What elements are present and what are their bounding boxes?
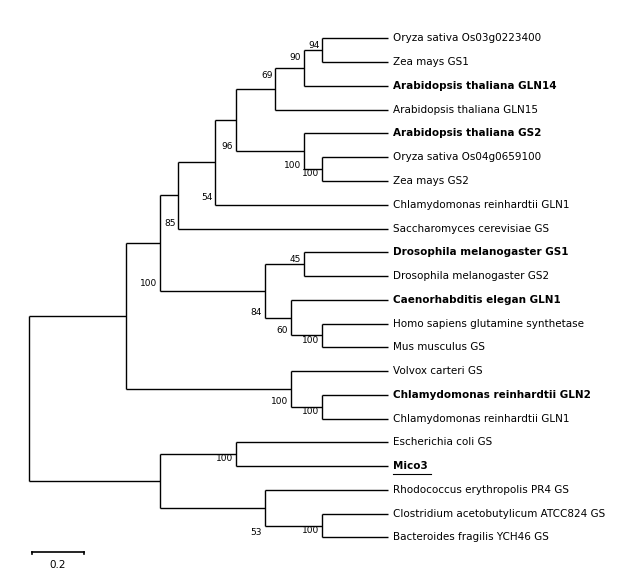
Text: Mico3: Mico3 (393, 461, 428, 471)
Text: 90: 90 (290, 53, 301, 62)
Text: 100: 100 (271, 398, 288, 406)
Text: 84: 84 (251, 308, 262, 317)
Text: 60: 60 (277, 326, 288, 335)
Text: Saccharomyces cerevisiae GS: Saccharomyces cerevisiae GS (393, 223, 549, 234)
Text: 54: 54 (201, 193, 212, 202)
Text: Rhodococcus erythropolis PR4 GS: Rhodococcus erythropolis PR4 GS (393, 485, 569, 495)
Text: 100: 100 (302, 526, 319, 535)
Text: Arabidopsis thaliana GS2: Arabidopsis thaliana GS2 (393, 128, 541, 139)
Text: Zea mays GS1: Zea mays GS1 (393, 57, 469, 67)
Text: Homo sapiens glutamine synthetase: Homo sapiens glutamine synthetase (393, 319, 584, 328)
Text: Clostridium acetobutylicum ATCC824 GS: Clostridium acetobutylicum ATCC824 GS (393, 509, 605, 519)
Text: Zea mays GS2: Zea mays GS2 (393, 176, 469, 186)
Text: 100: 100 (140, 279, 157, 288)
Text: 96: 96 (222, 142, 233, 151)
Text: Drosophila melanogaster GS2: Drosophila melanogaster GS2 (393, 271, 549, 281)
Text: 53: 53 (251, 528, 262, 537)
Text: 100: 100 (302, 170, 319, 178)
Text: 0.2: 0.2 (50, 560, 66, 570)
Text: Volvox carteri GS: Volvox carteri GS (393, 366, 482, 376)
Text: Arabidopsis thaliana GLN14: Arabidopsis thaliana GLN14 (393, 81, 556, 91)
Text: 100: 100 (302, 336, 319, 345)
Text: Chlamydomonas reinhardtii GLN1: Chlamydomonas reinhardtii GLN1 (393, 200, 569, 210)
Text: Oryza sativa Os03g0223400: Oryza sativa Os03g0223400 (393, 33, 541, 44)
Text: 45: 45 (290, 255, 301, 264)
Text: Drosophila melanogaster GS1: Drosophila melanogaster GS1 (393, 248, 568, 257)
Text: 94: 94 (308, 41, 319, 50)
Text: 69: 69 (261, 70, 272, 80)
Text: Oryza sativa Os04g0659100: Oryza sativa Os04g0659100 (393, 152, 541, 162)
Text: Escherichia coli GS: Escherichia coli GS (393, 437, 492, 448)
Text: Arabidopsis thaliana GLN15: Arabidopsis thaliana GLN15 (393, 105, 538, 115)
Text: Caenorhabditis elegan GLN1: Caenorhabditis elegan GLN1 (393, 295, 561, 305)
Text: Bacteroides fragilis YCH46 GS: Bacteroides fragilis YCH46 GS (393, 532, 548, 543)
Text: Chlamydomonas reinhardtii GLN2: Chlamydomonas reinhardtii GLN2 (393, 390, 591, 400)
Text: 85: 85 (164, 219, 176, 228)
Text: 100: 100 (284, 161, 301, 170)
Text: Chlamydomonas reinhardtii GLN1: Chlamydomonas reinhardtii GLN1 (393, 414, 569, 423)
Text: 100: 100 (302, 407, 319, 416)
Text: Mus musculus GS: Mus musculus GS (393, 342, 485, 352)
Text: 100: 100 (216, 454, 233, 464)
